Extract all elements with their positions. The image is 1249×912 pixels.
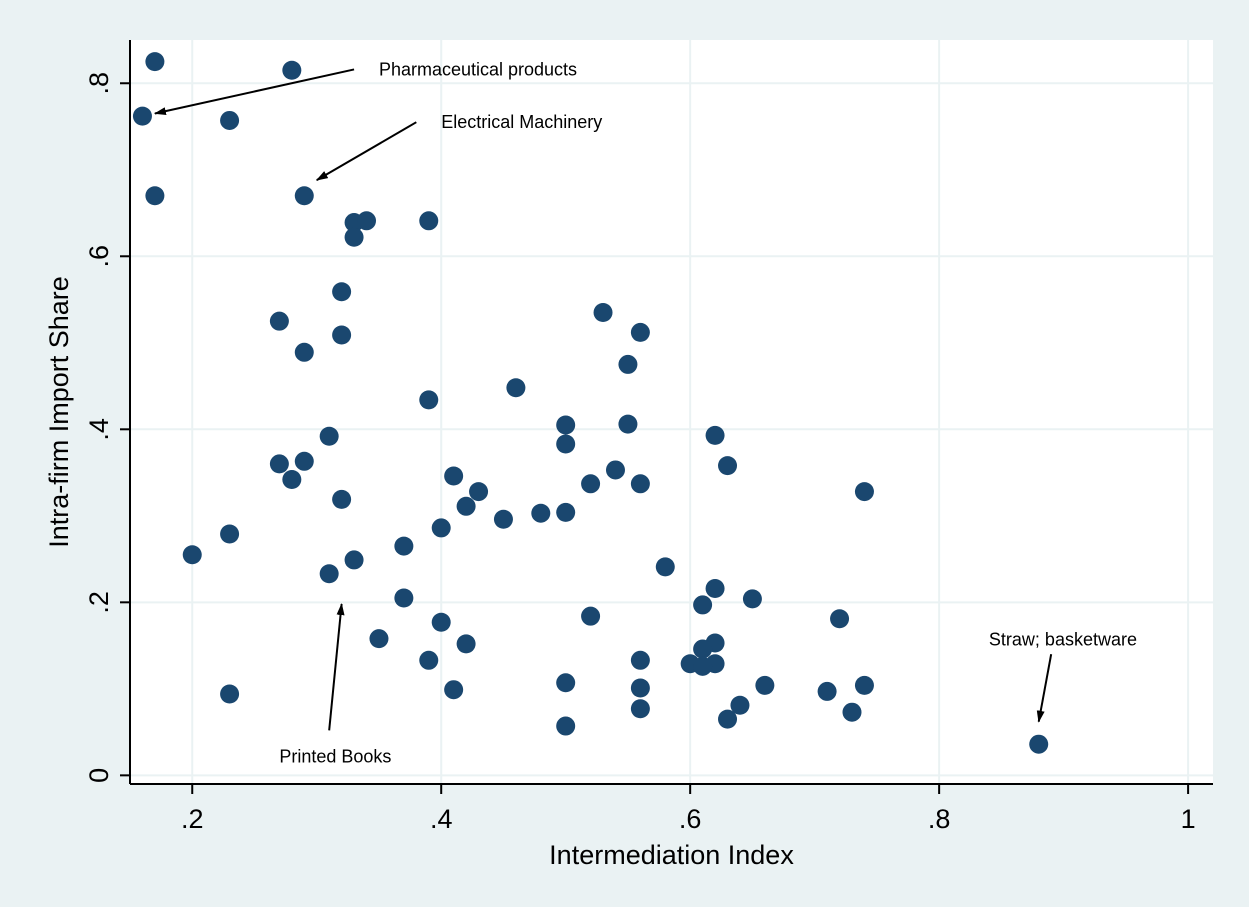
data-point-65 xyxy=(630,678,650,698)
data-point-53 xyxy=(369,629,389,649)
plot-area xyxy=(130,40,1213,784)
data-point-70 xyxy=(630,699,650,719)
data-point-64 xyxy=(854,675,874,695)
data-point-16 xyxy=(618,354,638,374)
data-point-27 xyxy=(605,460,625,480)
annotation-label-0: Pharmaceutical products xyxy=(379,59,577,79)
data-point-56 xyxy=(693,639,713,659)
data-point-17 xyxy=(506,378,526,398)
data-point-26 xyxy=(718,456,738,476)
data-point-58 xyxy=(630,650,650,670)
data-point-68 xyxy=(220,684,240,704)
data-point-13 xyxy=(294,342,314,362)
data-point-35 xyxy=(456,496,476,516)
y-tick-label-3: .6 xyxy=(84,245,114,268)
data-point-43 xyxy=(344,550,364,570)
data-point-28 xyxy=(444,466,464,486)
data-point-23 xyxy=(556,434,576,454)
data-point-38 xyxy=(493,509,513,529)
data-point-22 xyxy=(319,426,339,446)
data-point-39 xyxy=(431,518,451,538)
x-tick-label-1: .4 xyxy=(430,804,453,834)
data-point-34 xyxy=(332,489,352,509)
data-point-8 xyxy=(419,211,439,231)
data-point-37 xyxy=(531,503,551,523)
data-point-72 xyxy=(718,709,738,729)
annotation-label-1: Electrical Machinery xyxy=(441,112,602,132)
x-tick-label-3: .8 xyxy=(928,804,951,834)
data-point-20 xyxy=(618,414,638,434)
data-point-31 xyxy=(630,474,650,494)
y-tick-label-2: .4 xyxy=(84,418,114,441)
data-point-7 xyxy=(357,211,377,231)
y-tick-label-0: 0 xyxy=(84,768,114,783)
data-point-5 xyxy=(294,186,314,206)
data-point-10 xyxy=(332,282,352,302)
data-point-57 xyxy=(419,650,439,670)
x-tick-label-0: .2 xyxy=(181,804,204,834)
x-tick-label-2: .6 xyxy=(679,804,702,834)
data-point-21 xyxy=(705,425,725,445)
data-point-0 xyxy=(145,52,165,72)
y-tick-label-4: .8 xyxy=(84,72,114,95)
data-point-18 xyxy=(419,390,439,410)
data-point-44 xyxy=(655,557,675,577)
data-point-63 xyxy=(755,675,775,695)
data-point-42 xyxy=(182,545,202,565)
data-point-62 xyxy=(556,673,576,693)
annotation-arrow-0 xyxy=(153,68,355,116)
data-point-25 xyxy=(294,451,314,471)
data-point-2 xyxy=(132,106,152,126)
annotation-arrow-1 xyxy=(315,121,417,182)
data-point-52 xyxy=(431,612,451,632)
data-point-51 xyxy=(830,609,850,629)
data-point-40 xyxy=(220,524,240,544)
data-point-48 xyxy=(742,589,762,609)
data-point-49 xyxy=(693,595,713,615)
x-tick-label-4: 1 xyxy=(1181,804,1196,834)
data-point-69 xyxy=(730,695,750,715)
data-point-55 xyxy=(456,634,476,654)
annotation-arrow-2 xyxy=(328,603,345,731)
data-point-41 xyxy=(394,536,414,556)
annotation-label-3: Straw; basketware xyxy=(989,630,1137,650)
data-point-30 xyxy=(581,474,601,494)
data-point-29 xyxy=(282,469,302,489)
data-point-50 xyxy=(581,606,601,626)
data-point-32 xyxy=(469,482,489,502)
data-point-33 xyxy=(854,482,874,502)
annotation-label-2: Printed Books xyxy=(279,746,391,766)
data-point-61 xyxy=(693,656,713,676)
data-point-46 xyxy=(705,578,725,598)
data-point-9 xyxy=(344,227,364,247)
y-axis-label: Intra-firm Import Share xyxy=(44,276,74,548)
y-tick-label-1: .2 xyxy=(84,591,114,614)
annotation-arrow-3 xyxy=(1036,654,1053,723)
data-point-14 xyxy=(593,303,613,323)
data-point-1 xyxy=(282,60,302,80)
data-point-11 xyxy=(269,311,289,331)
data-point-67 xyxy=(817,681,837,701)
data-point-3 xyxy=(220,110,240,130)
data-point-15 xyxy=(630,322,650,342)
data-point-12 xyxy=(332,325,352,345)
data-point-36 xyxy=(556,502,576,522)
x-axis-label: Intermediation Index xyxy=(549,840,794,870)
data-point-47 xyxy=(394,588,414,608)
data-point-73 xyxy=(556,716,576,736)
data-point-74 xyxy=(1029,734,1049,754)
data-point-71 xyxy=(842,702,862,722)
data-point-45 xyxy=(319,564,339,584)
data-point-19 xyxy=(556,415,576,435)
data-point-24 xyxy=(269,454,289,474)
data-point-66 xyxy=(444,680,464,700)
data-point-4 xyxy=(145,186,165,206)
